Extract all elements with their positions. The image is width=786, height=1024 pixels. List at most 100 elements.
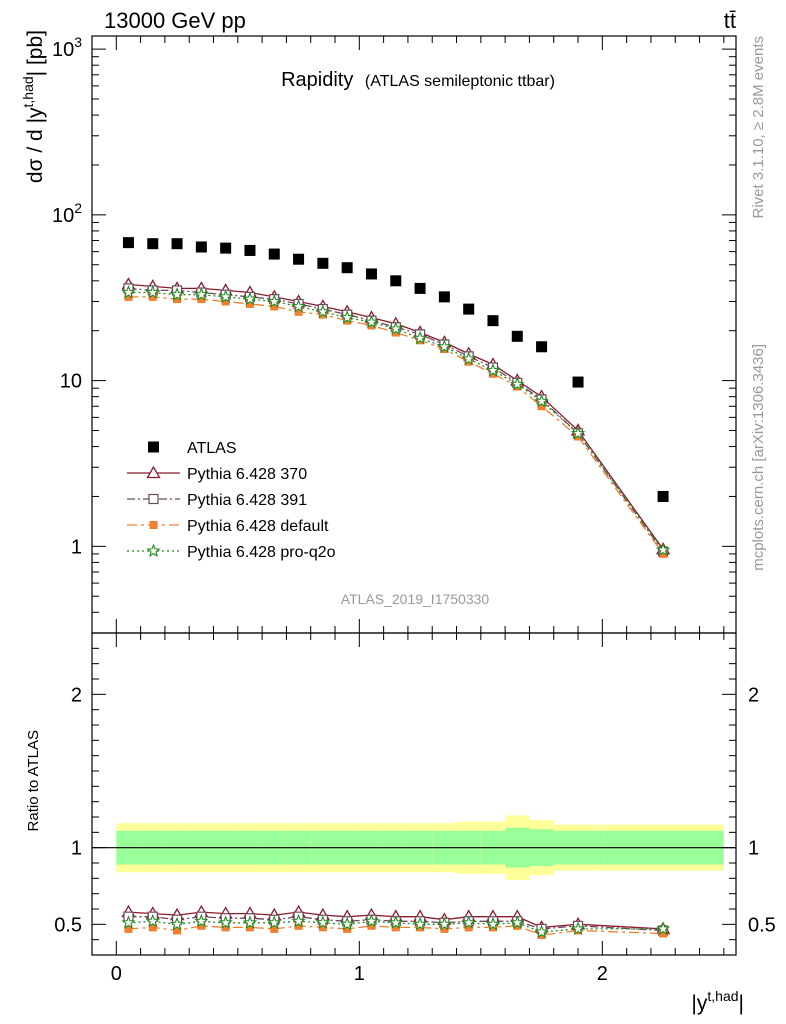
data-point <box>390 275 402 287</box>
data-point <box>122 237 134 249</box>
data-point <box>194 287 209 301</box>
tick-base: 1 <box>71 536 82 558</box>
legend-marker <box>148 441 159 453</box>
ratio-data-point <box>534 924 549 939</box>
top-y-tick-label: 1 <box>71 536 82 558</box>
ratio-axis-ticks: 2 2 1 1 0.5 0.5 0 1 2 <box>54 633 776 985</box>
ratio-series-4 <box>121 913 671 939</box>
mcplots-label: mcplots.cern.ch [arXiv:1306.3436] <box>750 344 767 571</box>
data-point <box>572 376 584 388</box>
data-point <box>365 268 377 280</box>
xlabel-sup: t,had <box>707 988 738 1004</box>
ratio-y-axis-label: Ratio to ATLAS <box>25 730 42 831</box>
data-point <box>244 244 256 256</box>
legend-label: Pythia 6.428 pro-q2o <box>187 544 336 561</box>
ratio-data-point <box>388 915 403 929</box>
legend-marker <box>148 493 159 505</box>
xlabel-pre: |y <box>691 992 707 1015</box>
data-point <box>485 363 501 377</box>
x-tick-label: 1 <box>354 963 365 985</box>
ratio-data-point <box>340 916 355 931</box>
plot-title-main: Rapidity <box>281 69 353 91</box>
data-point <box>145 284 160 299</box>
tick-exponent: 3 <box>74 34 82 50</box>
ratio-data-point <box>464 923 473 932</box>
ratio-panel-frame <box>91 632 737 956</box>
data-point <box>171 238 183 250</box>
legend-item-3: Pythia 6.428 default <box>127 518 329 535</box>
data-point <box>169 287 185 301</box>
top-y-tick-label: 103 <box>52 34 82 61</box>
ratio-data-point <box>148 923 157 932</box>
data-point <box>438 291 450 303</box>
data-point <box>461 351 476 366</box>
ratio-series-group <box>121 904 671 940</box>
ratio-data-point <box>315 915 331 929</box>
data-point <box>511 330 523 342</box>
ratio-y-tick-label-right: 2 <box>748 684 759 706</box>
ratio-y-tick-label-right: 0.5 <box>748 914 776 936</box>
series-4 <box>121 284 671 557</box>
data-point <box>364 314 379 329</box>
tick-base: 10 <box>52 205 74 227</box>
ratio-data-point <box>124 924 133 933</box>
data-point <box>463 303 475 315</box>
ratio-data-point <box>218 915 233 929</box>
legend-label: Pythia 6.428 default <box>187 518 329 535</box>
data-point <box>487 315 499 327</box>
ratio-y-tick-label-right: 1 <box>748 838 759 860</box>
data-point <box>245 299 254 308</box>
ratio-data-point <box>294 921 303 930</box>
ratio-data-point <box>485 916 501 931</box>
process-label: tt̄ <box>724 8 736 33</box>
top-y-axis-label: dσ / d |yt,had| [pb] <box>20 30 47 183</box>
ratio-uncertainty-bands <box>92 815 736 880</box>
ratio-data-point <box>440 924 449 933</box>
series-1 <box>121 277 671 555</box>
ratio-series-line <box>128 920 664 933</box>
plot-title-sub: (ATLAS semileptonic ttbar) <box>365 73 555 90</box>
legend-item-4: Pythia 6.428 pro-q2o <box>127 543 336 561</box>
ratio-data-point <box>655 921 671 936</box>
data-point <box>534 393 549 408</box>
ratio-data-point <box>437 916 452 931</box>
data-point <box>124 292 133 301</box>
ratio-data-point <box>343 924 352 933</box>
legend-item-1: Pythia 6.428 370 <box>127 465 307 483</box>
ratio-data-point <box>145 913 160 928</box>
ratio-data-point <box>267 915 282 929</box>
data-point <box>412 330 428 345</box>
data-point <box>270 302 279 311</box>
data-point <box>218 289 233 303</box>
tick-exponent: 2 <box>74 200 82 216</box>
ratio-data-point <box>121 915 136 929</box>
top-y-tick-label: 102 <box>52 200 82 227</box>
ratio-data-point <box>364 913 379 928</box>
series-0 <box>122 237 669 502</box>
legend-label: ATLAS <box>187 440 237 457</box>
data-point <box>388 321 403 335</box>
data-point <box>197 295 206 304</box>
data-point <box>391 328 400 337</box>
rivet-label: Rivet 3.1.10, ≥ 2.8M events <box>750 36 767 219</box>
data-point <box>657 490 669 502</box>
top-series-group <box>121 237 671 558</box>
x-axis-label: |yt,had| <box>691 988 744 1015</box>
xlabel-post: | <box>739 992 744 1015</box>
data-point <box>220 242 232 254</box>
ratio-data-point <box>659 929 668 938</box>
data-point <box>121 285 136 299</box>
top-ylabel-sup: t,had <box>20 76 36 107</box>
data-point <box>659 549 668 558</box>
data-point <box>294 307 303 316</box>
data-point <box>315 304 331 318</box>
data-point <box>367 321 376 330</box>
ratio-data-point <box>245 923 254 932</box>
data-point <box>414 282 426 294</box>
data-point <box>293 253 305 265</box>
plot-title: Rapidity (ATLAS semileptonic ttbar) <box>281 69 555 91</box>
data-point <box>537 402 546 411</box>
ratio-data-point <box>173 926 182 935</box>
ratio-data-point <box>391 923 400 932</box>
